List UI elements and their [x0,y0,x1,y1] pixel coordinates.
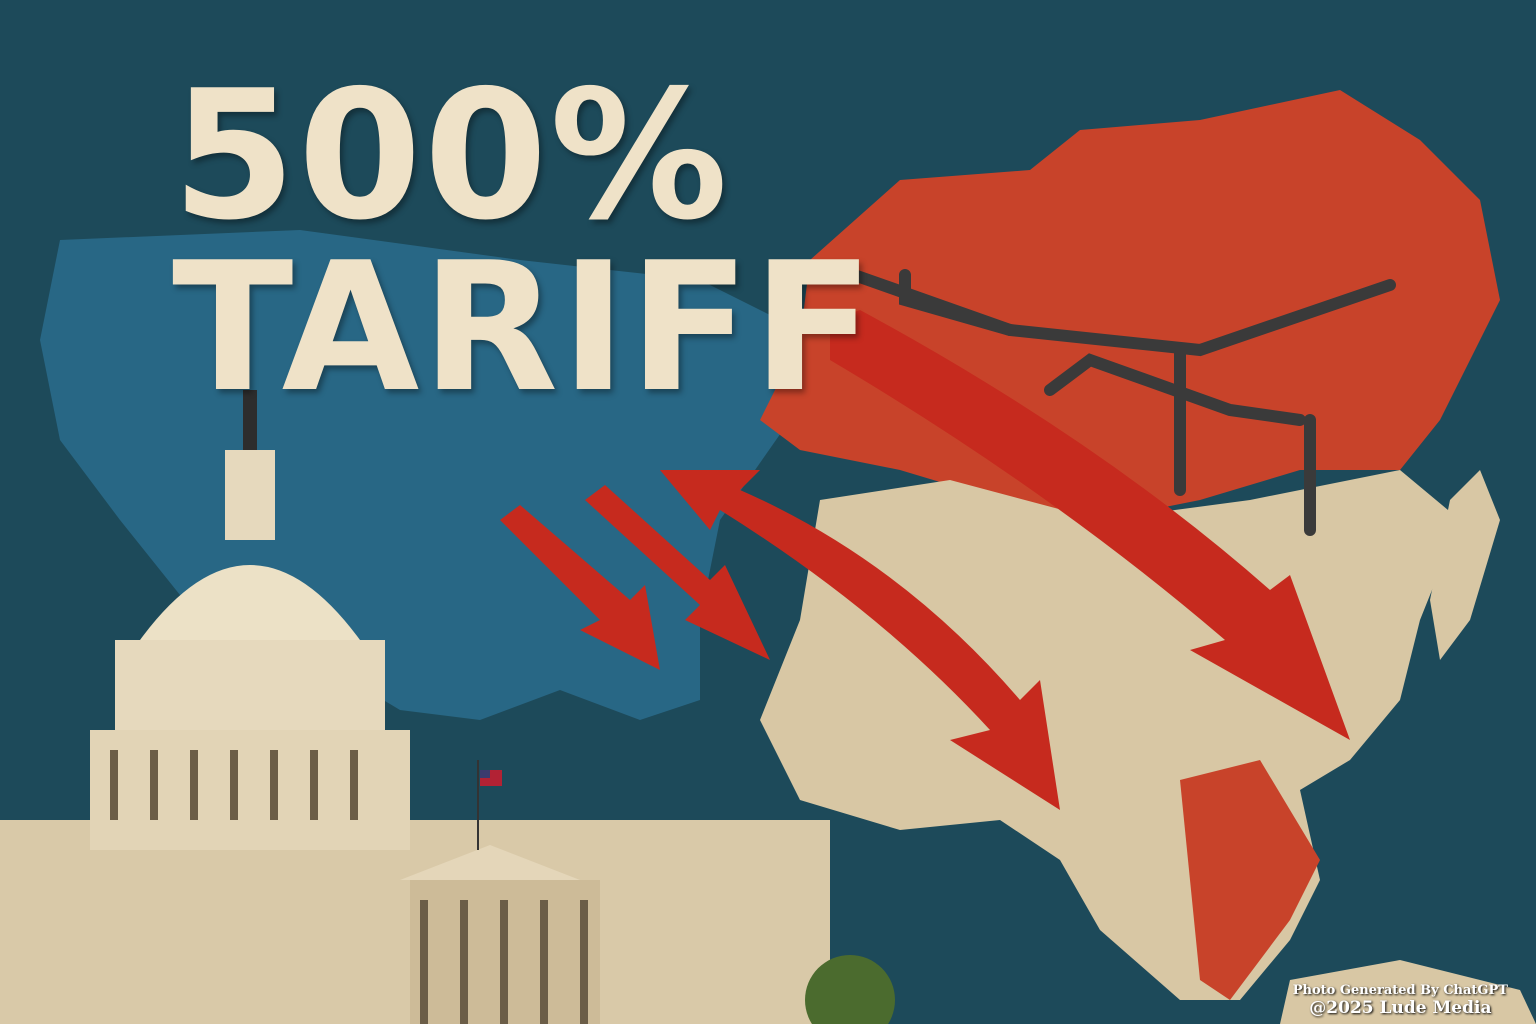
credit-watermark: Photo Generated By ChatGPT @2025 Lude Me… [1293,983,1508,1018]
headline-tariff: TARIFF [172,224,876,431]
us-capitol-building-icon [0,390,895,1024]
southeast-asia-map [1180,760,1320,1000]
indonesia-map [1280,960,1536,1024]
japan-map [1430,470,1500,660]
headline: 500% TARIFF [172,52,876,431]
headline-percent: 500% [172,52,730,259]
trade-arrows-icon [500,310,1350,810]
oil-pipeline-icon [834,264,1396,536]
credit-generated: Photo Generated By ChatGPT [1292,983,1508,998]
credit-copyright: @2025 Lude Media [1309,998,1492,1018]
us-flag-icon [477,760,502,850]
